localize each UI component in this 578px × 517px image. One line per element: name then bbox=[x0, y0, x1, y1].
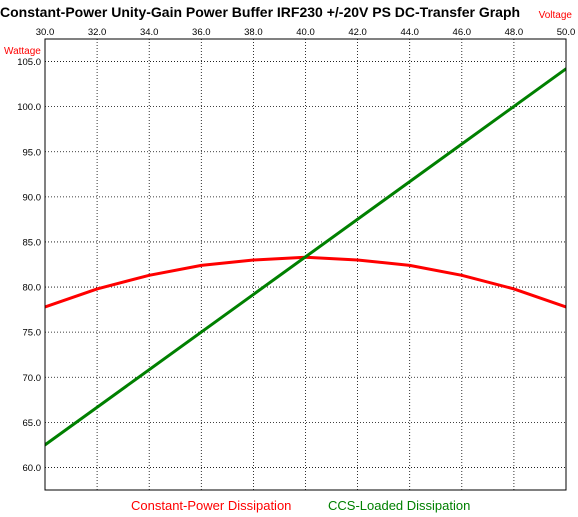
plot-frame bbox=[44, 38, 567, 491]
y-tick-label: 90.0 bbox=[23, 192, 42, 203]
x-tick-label: 46.0 bbox=[453, 27, 472, 38]
legend-item-constant-power: Constant-Power Dissipation bbox=[131, 498, 292, 513]
y-tick-label: 105.0 bbox=[17, 57, 41, 68]
y-tick-label: 70.0 bbox=[23, 373, 42, 384]
x-tick-label: 44.0 bbox=[400, 27, 419, 38]
x-tick-label: 36.0 bbox=[192, 27, 211, 38]
tick-layer: 30.0 32.0 34.0 36.0 38.0 40.0 42.0 44.0 46.0 48.0… bbox=[17, 27, 575, 474]
x-tick-label: 32.0 bbox=[88, 27, 107, 38]
x-tick-label: 40.0 bbox=[296, 27, 315, 38]
y-tick-label: 80.0 bbox=[23, 283, 42, 294]
x-tick-label: 30.0 bbox=[36, 27, 55, 38]
legend: Constant-Power Dissipation CCS-Loaded Di… bbox=[0, 498, 578, 516]
x-tick-label: 34.0 bbox=[140, 27, 159, 38]
x-tick-label: 50.0 bbox=[557, 27, 576, 38]
x-tick-label: 48.0 bbox=[505, 27, 524, 38]
y-tick-label: 60.0 bbox=[23, 463, 42, 474]
series-layer bbox=[45, 67, 566, 447]
y-tick-label: 85.0 bbox=[23, 237, 42, 248]
y-tick-label: 100.0 bbox=[17, 102, 41, 113]
grid-layer bbox=[44, 39, 567, 490]
chart-title: Constant-Power Unity-Gain Power Buffer I… bbox=[0, 4, 521, 20]
y-axis-title: Wattage bbox=[4, 46, 41, 57]
x-tick-label: 42.0 bbox=[348, 27, 367, 38]
y-tick-label: 75.0 bbox=[23, 328, 42, 339]
y-tick-label: 95.0 bbox=[23, 147, 42, 158]
legend-item-ccs-loaded: CCS-Loaded Dissipation bbox=[328, 498, 471, 513]
series-line-ccs-loaded bbox=[45, 67, 566, 447]
x-axis-title: Voltage bbox=[538, 10, 572, 21]
x-tick-label: 38.0 bbox=[244, 27, 263, 38]
y-tick-label: 65.0 bbox=[23, 418, 42, 429]
plot-area: 30.0 32.0 34.0 36.0 38.0 40.0 42.0 44.0 46.0 48.0… bbox=[17, 27, 575, 491]
